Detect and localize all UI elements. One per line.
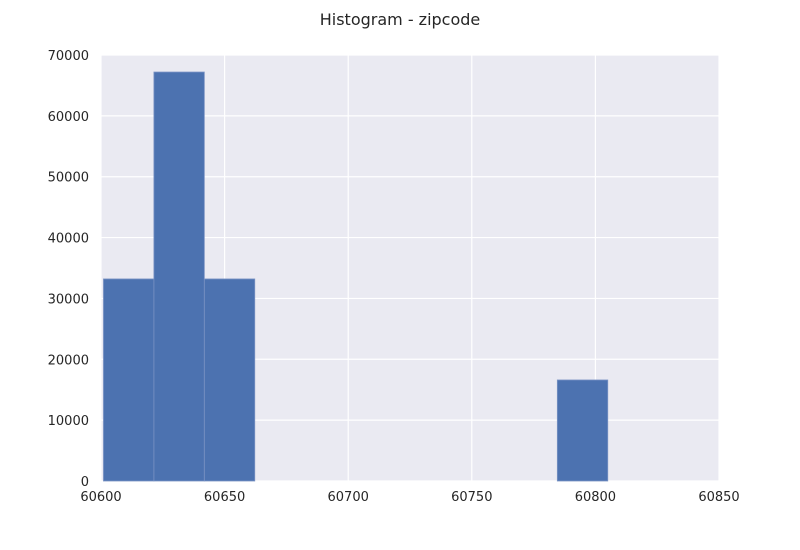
- x-tick-label-5: 60850: [698, 490, 739, 505]
- y-axis-ticks: 0 10000 20000 30000 40000 50000 60000 70000: [48, 49, 89, 490]
- histogram-bar-0: [103, 278, 155, 482]
- y-tick-label-0: 0: [81, 475, 89, 490]
- y-tick-label-6: 60000: [48, 110, 89, 125]
- y-tick-label-4: 40000: [48, 232, 89, 247]
- x-tick-label-4: 60800: [575, 490, 616, 505]
- y-tick-label-3: 30000: [48, 292, 89, 307]
- histogram-bar-2: [203, 278, 256, 482]
- x-tick-label-0: 60600: [80, 490, 121, 505]
- y-tick-label-5: 50000: [48, 171, 89, 186]
- x-axis-ticks: 60600 60650 60700 60750 60800 60850: [80, 490, 739, 505]
- histogram-bar-9: [556, 379, 609, 482]
- x-tick-label-3: 60750: [451, 490, 492, 505]
- y-tick-label-1: 10000: [48, 414, 89, 429]
- bars: [103, 71, 609, 482]
- y-tick-label-2: 20000: [48, 353, 89, 368]
- x-tick-label-2: 60700: [328, 490, 369, 505]
- x-tick-label-1: 60650: [204, 490, 245, 505]
- chart-title: Histogram - zipcode: [320, 10, 481, 29]
- histogram-bar-1: [153, 71, 205, 482]
- y-tick-label-7: 70000: [48, 49, 89, 64]
